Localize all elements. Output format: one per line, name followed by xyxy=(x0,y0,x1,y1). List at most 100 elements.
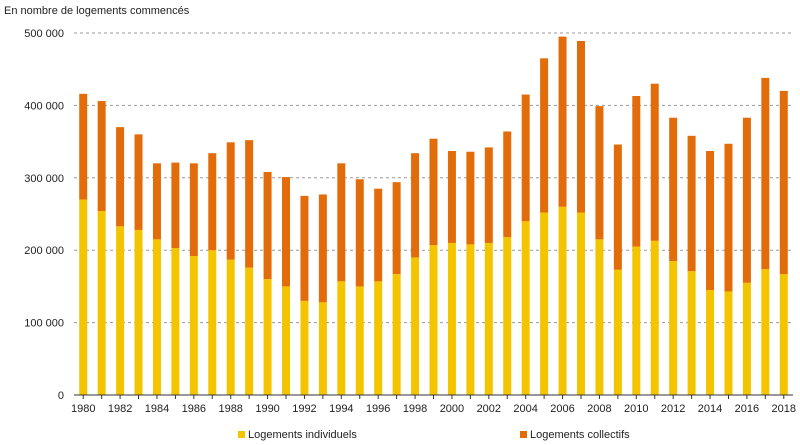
x-tick-label: 2018 xyxy=(772,403,796,415)
bar-individuels-1991 xyxy=(282,286,291,395)
bar-collectifs-2016 xyxy=(742,117,751,283)
bar-individuels-2004 xyxy=(521,221,530,395)
bar-collectifs-1989 xyxy=(245,140,254,268)
bar-individuels-2005 xyxy=(540,212,549,395)
bar-collectifs-1996 xyxy=(374,188,383,282)
bar-individuels-2013 xyxy=(687,271,696,395)
x-tick-label: 1986 xyxy=(182,403,206,415)
bar-individuels-1988 xyxy=(226,259,235,395)
x-tick-label: 1984 xyxy=(145,403,169,415)
x-tick-label: 1980 xyxy=(71,403,95,415)
bar-collectifs-2000 xyxy=(447,151,456,243)
bar-collectifs-1987 xyxy=(208,153,217,251)
bar-collectifs-2009 xyxy=(613,144,622,270)
bar-collectifs-2005 xyxy=(540,58,549,213)
x-tick-label: 1982 xyxy=(108,403,132,415)
bar-individuels-2000 xyxy=(447,242,456,395)
legend-swatch xyxy=(238,431,245,438)
bar-individuels-2017 xyxy=(761,269,770,395)
bar-collectifs-2004 xyxy=(521,94,530,222)
bar-individuels-1987 xyxy=(208,250,217,395)
bar-individuels-1980 xyxy=(79,199,88,395)
x-tick-label: 1992 xyxy=(292,403,316,415)
bar-individuels-2007 xyxy=(576,212,585,395)
x-tick-label: 2008 xyxy=(587,403,611,415)
bar-collectifs-1981 xyxy=(97,101,106,212)
bar-individuels-1990 xyxy=(263,279,272,395)
bar-collectifs-2003 xyxy=(503,131,512,238)
legend: Logements individuels Logements collectif… xyxy=(238,429,630,441)
x-tick-label: 1996 xyxy=(366,403,390,415)
bar-collectifs-1991 xyxy=(282,177,291,287)
bar-collectifs-1992 xyxy=(300,195,309,301)
x-tick-label: 2004 xyxy=(513,403,537,415)
bar-collectifs-1983 xyxy=(134,134,143,230)
bar-collectifs-2015 xyxy=(724,143,733,292)
x-tick-label: 1990 xyxy=(255,403,279,415)
bar-collectifs-2002 xyxy=(484,147,493,243)
y-tick-label: 400 000 xyxy=(24,100,64,112)
bar-collectifs-1988 xyxy=(226,142,235,260)
x-tick-label: 2014 xyxy=(698,403,722,415)
bar-individuels-1998 xyxy=(411,257,420,395)
y-axis-title: En nombre de logements commencés xyxy=(4,5,190,17)
bar-collectifs-2007 xyxy=(576,40,585,213)
y-tick-label: 300 000 xyxy=(24,173,64,185)
bar-collectifs-1994 xyxy=(337,163,346,282)
bar-individuels-2010 xyxy=(632,246,641,395)
bar-collectifs-2017 xyxy=(761,77,770,270)
x-tick-label: 2010 xyxy=(624,403,648,415)
x-tick-label: 2000 xyxy=(440,403,464,415)
bar-individuels-1982 xyxy=(116,226,125,395)
x-tick-label: 2006 xyxy=(550,403,574,415)
bar-individuels-2006 xyxy=(558,206,567,395)
bar-collectifs-1993 xyxy=(318,194,327,303)
legend-label: Logements collectifs xyxy=(530,429,630,441)
bar-collectifs-2006 xyxy=(558,36,567,207)
bars xyxy=(79,36,788,395)
bar-individuels-2016 xyxy=(742,282,751,395)
bar-collectifs-1982 xyxy=(116,127,125,227)
y-tick-label: 500 000 xyxy=(24,28,64,40)
bar-individuels-1985 xyxy=(171,248,180,395)
bar-collectifs-1985 xyxy=(171,162,180,249)
bar-collectifs-2012 xyxy=(669,117,678,262)
bar-individuels-2012 xyxy=(669,261,678,395)
legend-label: Logements individuels xyxy=(248,429,357,441)
y-tick-label: 100 000 xyxy=(24,318,64,330)
bar-collectifs-2001 xyxy=(466,151,475,245)
x-tick-label: 2002 xyxy=(477,403,501,415)
bar-individuels-1997 xyxy=(392,274,401,395)
bar-collectifs-2010 xyxy=(632,95,641,247)
bar-individuels-2001 xyxy=(466,244,475,395)
bar-collectifs-2013 xyxy=(687,135,696,272)
bar-collectifs-1984 xyxy=(152,163,161,240)
bar-collectifs-2018 xyxy=(779,90,788,275)
x-tick-label: 2016 xyxy=(735,403,759,415)
bar-individuels-1989 xyxy=(245,267,254,395)
bar-individuels-1984 xyxy=(152,239,161,395)
bar-individuels-2002 xyxy=(484,242,493,395)
legend-swatch xyxy=(520,431,527,438)
x-axis: 1980 1982 1984 1986 1988 1990 1992 1994 1996 1998… xyxy=(71,394,796,415)
bar-individuels-2009 xyxy=(613,269,622,395)
x-tick-label: 2012 xyxy=(661,403,685,415)
bar-individuels-1994 xyxy=(337,281,346,395)
bar-individuels-1993 xyxy=(318,302,327,395)
y-tick-label: 0 xyxy=(58,390,64,402)
bar-individuels-2008 xyxy=(595,239,604,395)
bar-collectifs-1980 xyxy=(79,93,88,200)
x-tick-label: 1994 xyxy=(329,403,353,415)
bar-collectifs-2011 xyxy=(650,83,659,241)
bar-individuels-2015 xyxy=(724,291,733,395)
bar-individuels-2003 xyxy=(503,237,512,395)
bar-individuels-1981 xyxy=(97,211,106,395)
y-tick-label: 200 000 xyxy=(24,245,64,257)
bar-individuels-1986 xyxy=(189,255,198,395)
bar-individuels-1992 xyxy=(300,300,309,395)
bar-collectifs-1998 xyxy=(411,153,420,258)
bar-individuels-1996 xyxy=(374,281,383,395)
bar-individuels-2011 xyxy=(650,240,659,395)
x-tick-label: 1998 xyxy=(403,403,427,415)
